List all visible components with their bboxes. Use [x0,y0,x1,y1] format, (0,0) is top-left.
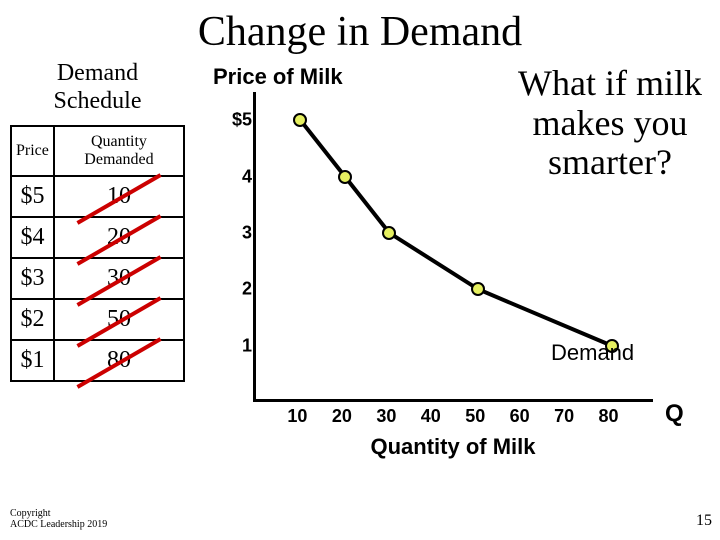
page-title: Change in Demand [0,0,720,60]
y-tick-label: 2 [222,279,252,300]
data-point [382,226,396,240]
price-cell: $4 [11,217,54,258]
price-cell: $5 [11,176,54,217]
y-tick-label: 3 [222,222,252,243]
schedule-column: Demand Schedule Price Quantity Demanded … [10,60,185,382]
qty-cell: 50 [54,299,184,340]
table-row: $420 [11,217,184,258]
qty-cell: 30 [54,258,184,299]
demand-schedule-table: Price Quantity Demanded $510$420$330$250… [10,125,185,382]
y-tick-label: 4 [222,166,252,187]
y-tick-label: 1 [222,335,252,356]
x-tick-label: 20 [327,406,357,427]
col-header-price: Price [11,126,54,176]
schedule-heading: Demand Schedule [10,60,185,115]
price-cell: $1 [11,340,54,381]
series-label: Demand [551,340,634,366]
table-row: $510 [11,176,184,217]
x-tick-label: 50 [460,406,490,427]
price-cell: $3 [11,258,54,299]
x-tick-label: 70 [549,406,579,427]
x-tick-label: 60 [505,406,535,427]
chart-area: $54321 Quantity of Milk Q Demand 1020304… [213,92,673,462]
data-point [338,170,352,184]
q-symbol: Q [665,400,684,428]
x-tick-label: 30 [371,406,401,427]
col-header-qty: Quantity Demanded [54,126,184,176]
data-point [293,113,307,127]
table-row: $180 [11,340,184,381]
x-tick-label: 10 [282,406,312,427]
strike-icon [76,337,161,389]
copyright-text: CopyrightACDC Leadership 2019 [10,508,107,530]
y-tick-label: $5 [222,110,252,131]
chart-x-axis-title: Quantity of Milk [253,434,653,460]
qty-cell: 80 [54,340,184,381]
table-row: $330 [11,258,184,299]
qty-cell: 10 [54,176,184,217]
data-point [471,282,485,296]
x-tick-label: 40 [416,406,446,427]
slide-number: 15 [696,512,712,530]
content-row: Demand Schedule Price Quantity Demanded … [0,60,720,382]
chart-column: What if milk makes you smarter? Price of… [185,60,710,382]
qty-cell: 20 [54,217,184,258]
table-row: $250 [11,299,184,340]
x-tick-label: 80 [594,406,624,427]
price-cell: $2 [11,299,54,340]
